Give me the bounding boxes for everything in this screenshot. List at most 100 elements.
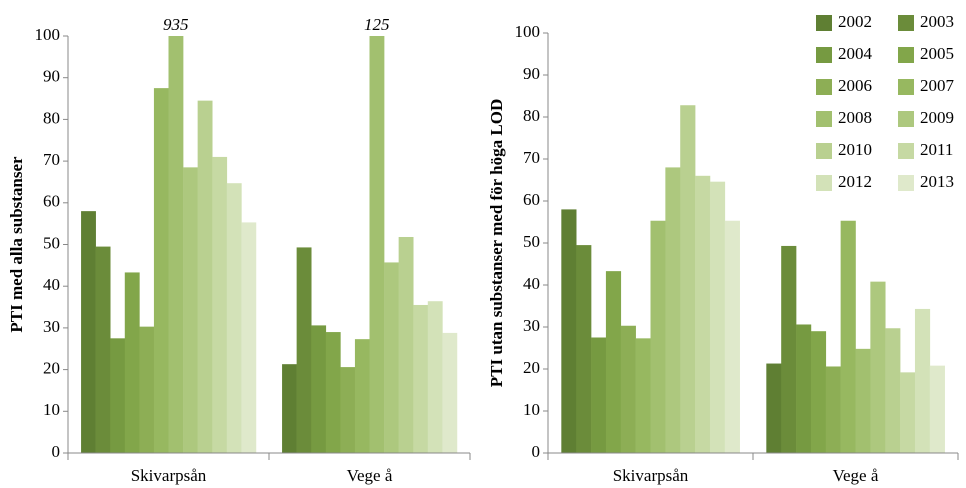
x-tick-label: Skivarpsån <box>131 466 207 485</box>
y-tick-label: 40 <box>43 275 60 294</box>
y-tick-label: 80 <box>43 108 60 127</box>
value-label: 125 <box>364 15 390 34</box>
bar <box>591 337 607 453</box>
bar <box>427 301 443 453</box>
y-tick-label: 30 <box>523 316 540 335</box>
y-tick-label: 70 <box>523 148 540 167</box>
bar <box>311 325 327 453</box>
bar <box>724 220 740 453</box>
bar <box>340 367 356 453</box>
bar <box>296 247 312 453</box>
bar <box>781 245 797 453</box>
legend-label: 2002 <box>838 12 872 31</box>
bar <box>110 338 126 453</box>
x-tick-label: Vege å <box>347 466 393 485</box>
bar <box>885 328 901 453</box>
y-tick-label: 70 <box>43 150 60 169</box>
legend-label: 2004 <box>838 44 873 63</box>
legend-swatch <box>816 47 832 63</box>
bar <box>576 245 592 453</box>
y-tick-label: 10 <box>43 400 60 419</box>
legend-label: 2011 <box>920 140 953 159</box>
legend-label: 2010 <box>838 140 872 159</box>
legend-swatch <box>816 15 832 31</box>
legend-swatch <box>898 47 914 63</box>
bar <box>282 364 297 453</box>
bar <box>124 272 140 453</box>
legend-label: 2007 <box>920 76 955 95</box>
legend-swatch <box>816 79 832 95</box>
y-tick-label: 50 <box>43 233 60 252</box>
bar <box>442 332 458 453</box>
y-tick-label: 10 <box>523 400 540 419</box>
legend-swatch <box>816 143 832 159</box>
legend-swatch <box>898 15 914 31</box>
plot-area <box>81 36 458 453</box>
bar <box>695 175 711 453</box>
bar <box>413 304 429 453</box>
bar <box>840 220 856 453</box>
legend-swatch <box>898 143 914 159</box>
bar <box>354 339 370 453</box>
legend-label: 2003 <box>920 12 954 31</box>
legend-swatch <box>816 111 832 127</box>
bar <box>325 332 341 453</box>
bar <box>620 325 636 453</box>
bar <box>825 366 841 453</box>
legend-swatch <box>898 79 914 95</box>
bar <box>384 262 399 453</box>
bar <box>398 236 414 453</box>
y-tick-label: 0 <box>52 442 61 461</box>
bar <box>665 167 681 453</box>
legend-swatch <box>816 175 832 191</box>
bar <box>929 365 945 453</box>
bar <box>139 326 155 453</box>
y-tick-label: 60 <box>43 192 60 211</box>
x-tick-label: Skivarpsån <box>613 466 689 485</box>
bar <box>605 271 622 453</box>
bar <box>241 222 257 453</box>
legend-label: 2012 <box>838 172 872 191</box>
bar <box>914 308 931 453</box>
legend-box <box>810 5 960 195</box>
y-tick-label: 100 <box>515 22 541 41</box>
y-tick-label: 0 <box>532 442 541 461</box>
bar <box>197 100 213 453</box>
legend-label: 2008 <box>838 108 872 127</box>
legend-label: 2013 <box>920 172 954 191</box>
legend-swatch <box>898 111 914 127</box>
y-tick-label: 20 <box>523 358 540 377</box>
x-tick-label: Vege å <box>833 466 879 485</box>
bar <box>810 331 827 453</box>
y-tick-label: 50 <box>523 232 540 251</box>
bar <box>650 220 666 453</box>
y-axis-label: PTI utan substanser med för höga LOD <box>487 99 506 387</box>
bar <box>153 88 169 453</box>
y-tick-label: 60 <box>523 190 540 209</box>
bar <box>183 167 198 453</box>
bar <box>680 105 696 453</box>
bar <box>95 246 111 453</box>
bar <box>900 372 916 453</box>
y-tick-label: 40 <box>523 274 540 293</box>
bar <box>796 324 812 453</box>
bar <box>212 156 228 453</box>
y-tick-label: 100 <box>35 25 61 44</box>
y-tick-label: 90 <box>523 64 540 83</box>
bar <box>855 348 871 453</box>
legend-label: 2005 <box>920 44 954 63</box>
bar <box>766 363 782 453</box>
bar <box>709 181 726 453</box>
bar <box>870 281 886 453</box>
bar <box>226 183 242 453</box>
bar <box>561 209 577 453</box>
plot-area <box>561 105 945 453</box>
y-axis-label: PTI med alla substanser <box>7 156 26 333</box>
legend-swatch <box>898 175 914 191</box>
bar <box>168 36 184 453</box>
bar <box>635 338 651 453</box>
y-tick-label: 30 <box>43 317 60 336</box>
y-tick-label: 80 <box>523 106 540 125</box>
value-label: 935 <box>163 15 189 34</box>
